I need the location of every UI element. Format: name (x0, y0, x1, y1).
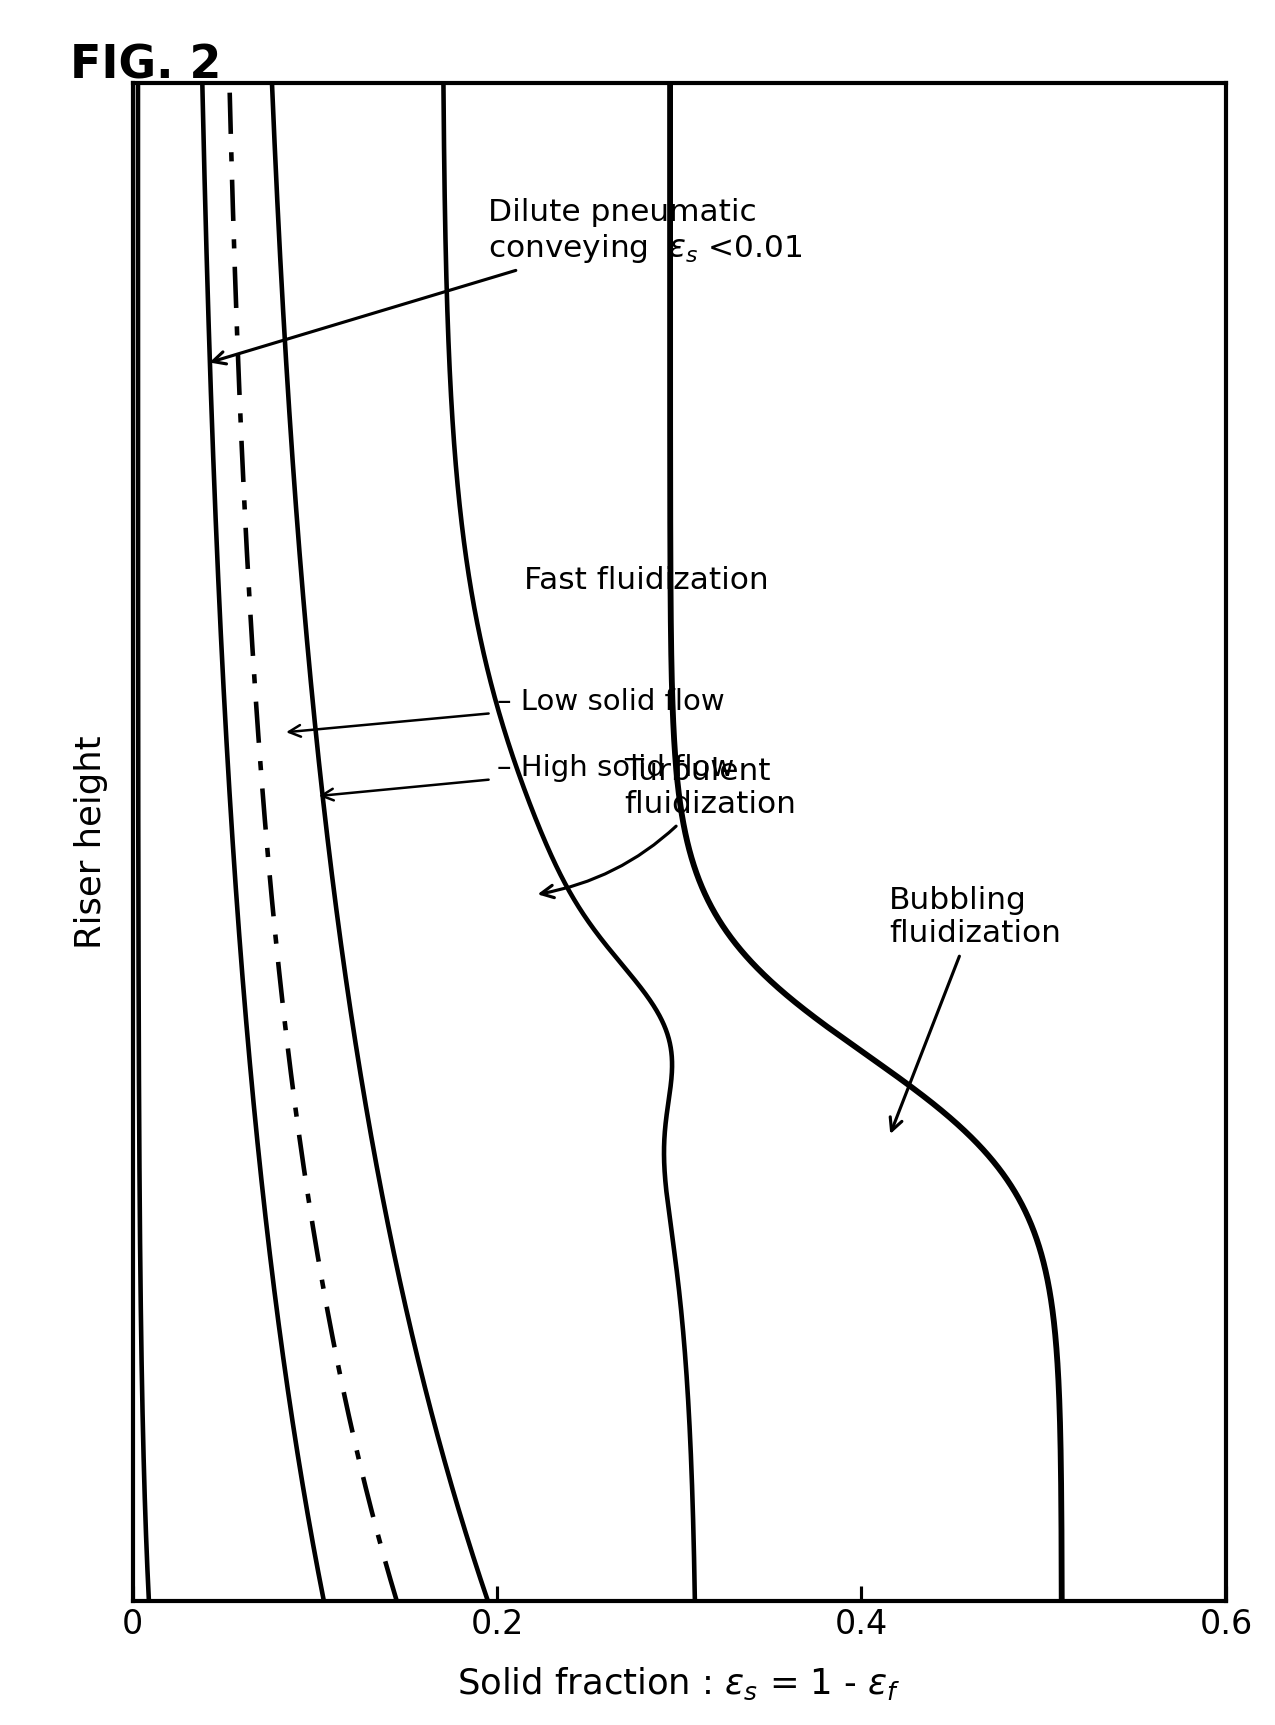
Text: Dilute pneumatic
conveying  $\varepsilon_s$ <0.01: Dilute pneumatic conveying $\varepsilon_… (213, 198, 802, 364)
Text: – Low solid flow: – Low solid flow (289, 688, 724, 737)
Text: Turbulent
fluidization: Turbulent fluidization (541, 757, 797, 897)
Text: FIG. 2: FIG. 2 (70, 43, 222, 88)
Text: Bubbling
fluidization: Bubbling fluidization (889, 885, 1061, 1132)
Text: Fast fluidization: Fast fluidization (524, 566, 769, 595)
X-axis label: Solid fraction : $\varepsilon_s$ = 1 - $\varepsilon_f$: Solid fraction : $\varepsilon_s$ = 1 - $… (458, 1666, 901, 1703)
Text: – High solid flow: – High solid flow (321, 754, 734, 800)
Y-axis label: Riser height: Riser height (74, 735, 107, 949)
